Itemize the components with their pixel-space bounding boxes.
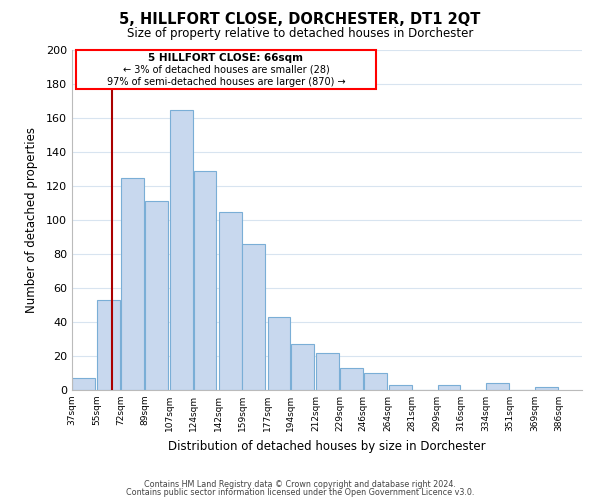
Bar [437,385,460,390]
Bar [268,317,290,390]
Text: 5 HILLFORT CLOSE: 66sqm: 5 HILLFORT CLOSE: 66sqm [148,52,304,62]
Bar [194,170,217,390]
Bar [340,368,363,390]
Text: 5, HILLFORT CLOSE, DORCHESTER, DT1 2QT: 5, HILLFORT CLOSE, DORCHESTER, DT1 2QT [119,12,481,28]
Bar [364,373,386,390]
Text: Contains public sector information licensed under the Open Government Licence v3: Contains public sector information licen… [126,488,474,497]
Text: Contains HM Land Registry data © Crown copyright and database right 2024.: Contains HM Land Registry data © Crown c… [144,480,456,489]
FancyBboxPatch shape [76,50,376,89]
Bar [219,212,242,390]
Text: ← 3% of detached houses are smaller (28): ← 3% of detached houses are smaller (28) [122,65,329,75]
Bar [535,386,558,390]
Bar [242,244,265,390]
X-axis label: Distribution of detached houses by size in Dorchester: Distribution of detached houses by size … [168,440,486,452]
Bar [170,110,193,390]
Bar [121,178,144,390]
Bar [486,383,509,390]
Text: 97% of semi-detached houses are larger (870) →: 97% of semi-detached houses are larger (… [107,77,345,87]
Bar [291,344,314,390]
Text: Size of property relative to detached houses in Dorchester: Size of property relative to detached ho… [127,28,473,40]
Bar [389,385,412,390]
Y-axis label: Number of detached properties: Number of detached properties [25,127,38,313]
Bar [73,378,95,390]
Bar [97,300,121,390]
Bar [145,202,168,390]
Bar [316,352,339,390]
